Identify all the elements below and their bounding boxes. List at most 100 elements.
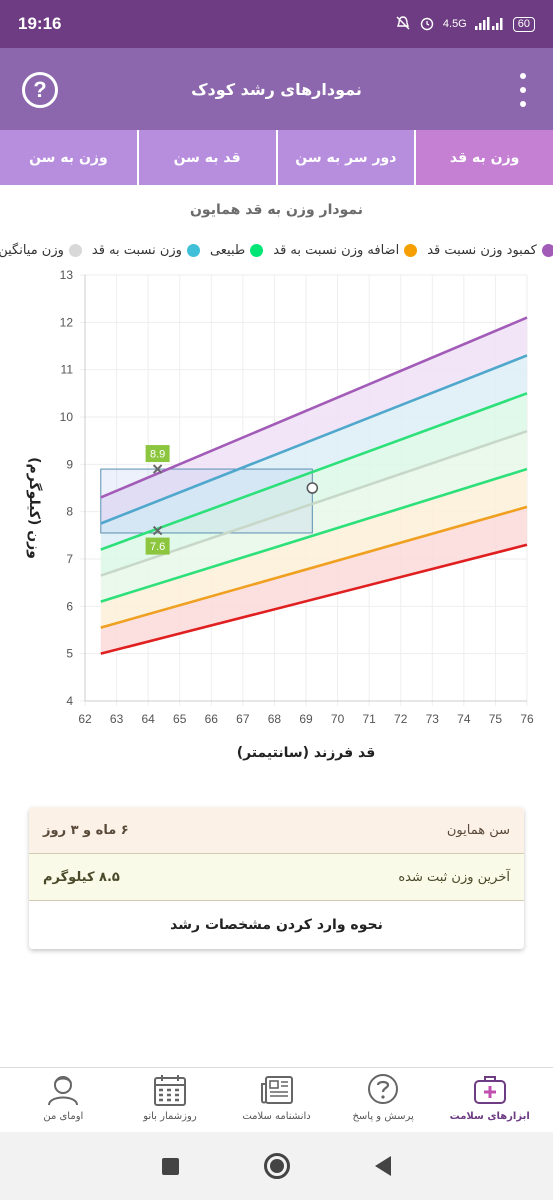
chart-tabs: وزن به سن قد به سن دور سر به سن وزن به ق… xyxy=(0,130,553,185)
x-tick-label: 71 xyxy=(362,712,376,726)
age-value: ۶ ماه و ۳ روز xyxy=(43,822,129,838)
weight-row: آخرین وزن ثبت شده ۸.۵ کیلوگرم xyxy=(29,854,524,901)
nav-encyclopedia[interactable]: دانشنامه سلامت xyxy=(235,1072,319,1122)
weight-value: ۸.۵ کیلوگرم xyxy=(43,869,120,885)
chart-band xyxy=(100,469,528,628)
x-tick-label: 62 xyxy=(78,712,92,726)
back-icon[interactable] xyxy=(374,1156,391,1176)
x-tick-label: 74 xyxy=(457,712,471,726)
y-tick-label: 11 xyxy=(61,363,74,377)
growth-chart: 62 63 64 65 66 67 68 69 70 71 72 73 74 75 764567891011… xyxy=(26,268,534,761)
status-time: 19:16 xyxy=(18,14,62,33)
medical-kit-icon xyxy=(471,1072,509,1108)
legend-item-average[interactable]: وزن میانگین xyxy=(0,243,82,258)
mute-icon xyxy=(395,15,411,34)
nav-profile[interactable]: اومای من xyxy=(21,1072,105,1122)
more-vertical-icon[interactable] xyxy=(519,73,527,107)
y-axis-label: وزن (کیلوگرم) xyxy=(26,457,43,559)
marker-cross xyxy=(152,464,163,474)
x-tick-label: 64 xyxy=(141,712,155,726)
tab-height-for-age[interactable]: قد به سن xyxy=(138,130,278,185)
nav-label: اومای من xyxy=(43,1111,84,1122)
legend-item-underweight[interactable]: کمبود وزن نسبت قد xyxy=(427,243,553,258)
newspaper-icon xyxy=(258,1072,296,1108)
tab-weight-for-age[interactable]: وزن به سن xyxy=(0,130,139,185)
growth-help-link[interactable]: نحوه وارد کردن مشخصات رشد xyxy=(29,901,524,949)
x-tick-label: 66 xyxy=(205,712,219,726)
nav-health-tools[interactable]: ابزارهای سلامت xyxy=(448,1072,532,1122)
chart-band xyxy=(100,506,528,654)
marker-label: 8.9 xyxy=(150,449,165,461)
signal-icon xyxy=(474,16,505,33)
home-icon[interactable] xyxy=(263,1153,290,1179)
x-tick-label: 65 xyxy=(173,712,187,726)
weight-label: آخرین وزن ثبت شده xyxy=(398,869,510,885)
legend-dot xyxy=(250,244,264,257)
series-line xyxy=(100,429,528,577)
status-icons: 4.5G 60 xyxy=(395,15,535,34)
age-row: سن همایون ۶ ماه و ۳ روز xyxy=(29,807,524,854)
legend-dot xyxy=(541,244,553,257)
app-bar: ? نمودارهای رشد کودک xyxy=(0,48,553,130)
chart-legend: کمبود وزن نسبت قد اضافه وزن نسبت به قد ط… xyxy=(0,243,553,258)
x-tick-label: 69 xyxy=(299,712,313,726)
legend-dot xyxy=(404,244,418,257)
highlight-box xyxy=(100,468,313,534)
y-tick-label: 7 xyxy=(66,552,73,566)
system-nav-bar xyxy=(0,1132,553,1200)
y-tick-label: 6 xyxy=(66,599,73,613)
legend-label: اضافه وزن نسبت به قد xyxy=(273,243,400,258)
marker-label-bg xyxy=(145,445,170,463)
tab-weight-for-height[interactable]: وزن به قد xyxy=(416,130,553,185)
x-tick-label: 75 xyxy=(489,712,503,726)
question-bubble-icon xyxy=(364,1072,402,1108)
x-tick-label: 76 xyxy=(520,712,534,726)
legend-label: طبیعی xyxy=(209,243,246,258)
user-profile-icon xyxy=(44,1072,82,1108)
nav-calendar[interactable]: روزشمار بانو xyxy=(128,1072,212,1122)
legend-label: وزن میانگین xyxy=(0,243,64,258)
chart-title: نمودار وزن به قد همایون xyxy=(189,202,363,218)
legend-dot xyxy=(186,244,200,257)
y-tick-label: 8 xyxy=(66,505,73,519)
legend-item-weight-height[interactable]: وزن نسبت به قد xyxy=(92,243,200,258)
legend-item-normal[interactable]: طبیعی xyxy=(209,243,264,258)
nav-qa[interactable]: پرسش و پاسخ xyxy=(341,1072,425,1122)
series-line xyxy=(100,543,528,655)
age-label: سن همایون xyxy=(446,822,510,838)
tab-head-for-age[interactable]: دور سر به سن xyxy=(277,130,417,185)
y-tick-label: 13 xyxy=(60,268,74,282)
x-tick-label: 68 xyxy=(268,712,282,726)
y-tick-label: 10 xyxy=(60,410,74,424)
x-tick-label: 63 xyxy=(110,712,124,726)
legend-dot xyxy=(68,244,82,257)
x-tick-label: 73 xyxy=(426,712,440,726)
x-tick-label: 70 xyxy=(331,712,345,726)
legend-item-overweight[interactable]: اضافه وزن نسبت به قد xyxy=(273,243,418,258)
help-circle-icon[interactable]: ? xyxy=(22,72,58,108)
nav-label: روزشمار بانو xyxy=(143,1111,197,1122)
series-line xyxy=(100,467,528,603)
series-line xyxy=(100,505,528,629)
x-tick-label: 72 xyxy=(394,712,408,726)
battery-icon: 60 xyxy=(512,16,535,32)
page-title: نمودارهای رشد کودک xyxy=(191,79,362,99)
nav-label: دانشنامه سلامت xyxy=(242,1111,311,1122)
series-line xyxy=(100,316,528,499)
data-point xyxy=(306,482,319,494)
recents-icon[interactable] xyxy=(162,1157,180,1175)
status-bar: 19:16 4.5G 60 xyxy=(0,0,553,48)
series-line xyxy=(100,354,528,525)
bottom-nav: ابزارهای سلامت پرسش و پاسخ دانشنامه سلام… xyxy=(0,1067,553,1132)
legend-label: کمبود وزن نسبت قد xyxy=(427,243,537,258)
nav-label: ابزارهای سلامت xyxy=(449,1111,530,1122)
marker-label: 7.6 xyxy=(150,541,165,553)
marker-cross xyxy=(152,525,163,536)
network-label: 4.5G xyxy=(442,18,467,30)
y-tick-label: 4 xyxy=(66,694,73,708)
x-tick-label: 67 xyxy=(236,712,250,726)
y-tick-label: 12 xyxy=(60,315,74,329)
y-tick-label: 5 xyxy=(66,647,73,661)
nav-label: پرسش و پاسخ xyxy=(352,1111,414,1122)
marker-label-bg xyxy=(145,537,170,555)
